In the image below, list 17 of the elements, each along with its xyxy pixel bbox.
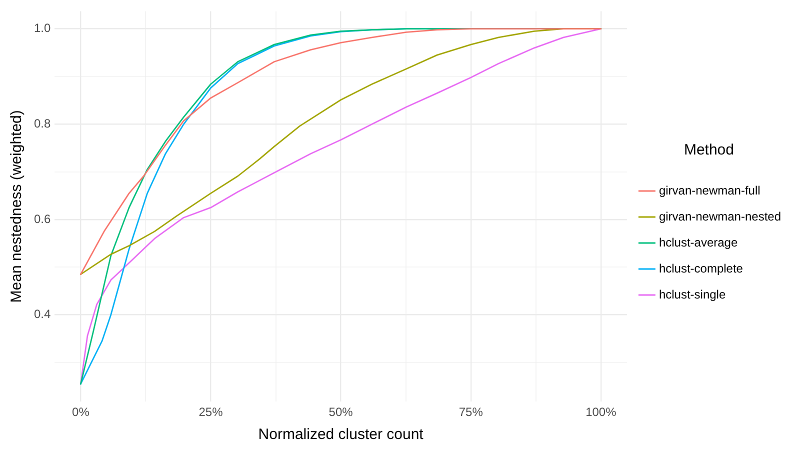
legend-label: girvan-newman-nested xyxy=(658,209,781,224)
x-axis-title: Normalized cluster count xyxy=(258,426,424,444)
legend-label: hclust-complete xyxy=(658,261,744,276)
y-tick-label: 0.8 xyxy=(34,116,51,130)
legend-label: hclust-single xyxy=(658,287,726,302)
x-tick-label: 75% xyxy=(458,405,484,420)
y-axis-title: Mean nestedness (weighted) xyxy=(8,110,26,303)
y-tick-label: 0.4 xyxy=(34,307,51,322)
legend-label: hclust-average xyxy=(658,235,738,250)
legend-title: Method xyxy=(684,142,734,159)
legend-label: girvan-newman-full xyxy=(658,183,760,198)
y-tick-label: 0.6 xyxy=(34,212,51,226)
x-tick-label: 50% xyxy=(328,405,354,420)
y-tick-label: 1.0 xyxy=(34,21,51,36)
x-tick-label: 25% xyxy=(198,405,224,420)
x-tick-label: 100% xyxy=(586,405,617,420)
x-tick-label: 0% xyxy=(72,405,90,420)
